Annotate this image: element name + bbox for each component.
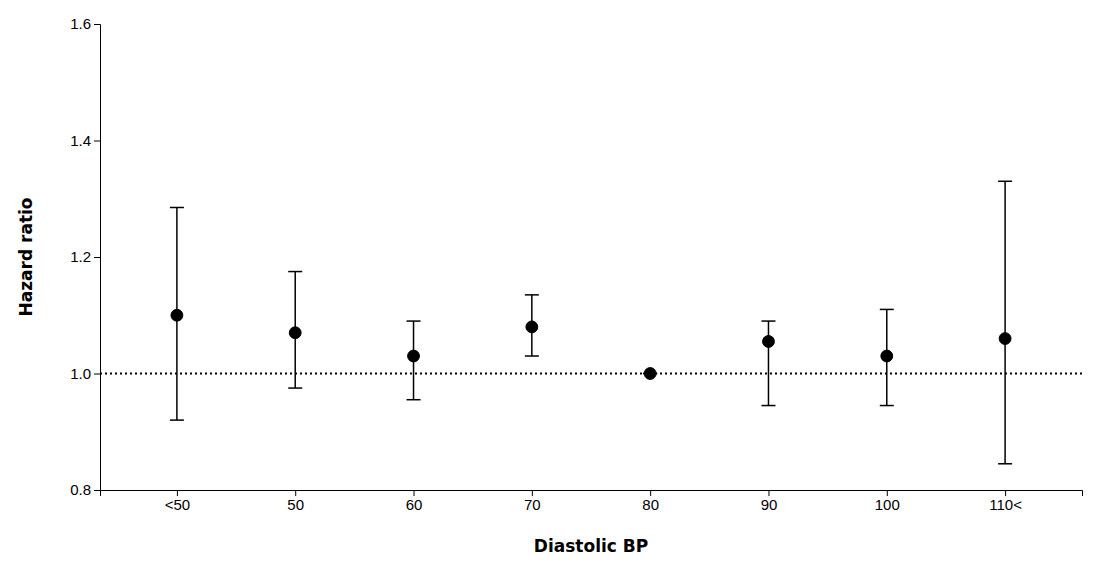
- error-point: [643, 368, 657, 380]
- y-axis: 0.8 1.0 1.2 1.4 1.6: [70, 15, 100, 498]
- tick-label: <50: [165, 496, 190, 513]
- tick-label: 0.8: [70, 481, 91, 498]
- tick-mark: [94, 141, 100, 142]
- tick-label: 60: [406, 496, 423, 513]
- error-cap-upper: [761, 320, 775, 322]
- point: [881, 350, 893, 362]
- error-cap-upper: [288, 271, 302, 273]
- tick-label: 1.0: [70, 365, 91, 382]
- tick-label: 100: [875, 496, 900, 513]
- y-tick: 1.0: [70, 365, 100, 382]
- error-point: [525, 295, 539, 356]
- point: [644, 368, 656, 380]
- x-tick: 50: [287, 490, 304, 513]
- error-point: [170, 207, 184, 420]
- tick-mark: [94, 257, 100, 258]
- tick-label: 110<: [989, 496, 1022, 513]
- x-tick: 60: [406, 490, 423, 513]
- error-point: [288, 272, 302, 389]
- error-cap-lower: [170, 419, 184, 421]
- tick-label: 1.2: [70, 248, 91, 265]
- error-cap-lower: [880, 405, 894, 407]
- tick-label: 70: [524, 496, 541, 513]
- tick-label: 1.4: [70, 132, 91, 149]
- point: [171, 309, 183, 321]
- y-tick: 1.4: [70, 132, 100, 149]
- x-axis: <50 50 60 70 80 90 100 110<: [101, 490, 1083, 513]
- error-cap-lower: [288, 387, 302, 389]
- error-cap-lower: [525, 355, 539, 357]
- y-tick: 0.8: [70, 481, 100, 498]
- point: [999, 333, 1011, 345]
- tick-mark: [94, 24, 100, 25]
- error-cap-upper: [525, 294, 539, 296]
- x-tick: 70: [524, 490, 541, 513]
- x-tick: 90: [761, 490, 778, 513]
- marks: [100, 181, 1082, 464]
- tick-label: 50: [287, 496, 304, 513]
- error-bar: [1004, 181, 1006, 464]
- x-axis-title: Diastolic BP: [534, 536, 648, 556]
- tick-label: 90: [761, 496, 778, 513]
- y-axis-title: Hazard ratio: [16, 197, 36, 316]
- tick-mark: [94, 490, 100, 491]
- point: [526, 321, 538, 333]
- error-cap-upper: [998, 181, 1012, 183]
- axis-line: [94, 25, 101, 491]
- error-cap-upper: [170, 207, 184, 209]
- x-tick: 100: [875, 490, 900, 513]
- tick-label: 80: [642, 496, 659, 513]
- x-tick: 80: [642, 490, 659, 513]
- x-tick: 110<: [989, 490, 1022, 513]
- error-cap-upper: [880, 309, 894, 311]
- error-cap-lower: [407, 399, 421, 401]
- error-point: [998, 181, 1012, 464]
- point: [289, 327, 301, 339]
- error-point: [761, 321, 775, 405]
- tick-label: 1.6: [70, 15, 91, 32]
- axis-line: [101, 491, 1083, 497]
- y-tick: 1.6: [70, 15, 100, 32]
- error-cap-upper: [407, 320, 421, 322]
- error-cap-lower: [761, 405, 775, 407]
- chart: 0.8 1.0 1.2 1.4 1.6 <50 50 60 70 80 90 100 110< Diast…: [0, 0, 1116, 570]
- reference-line: [100, 373, 1082, 375]
- point: [763, 336, 775, 348]
- point: [408, 350, 420, 362]
- error-bar: [768, 321, 770, 405]
- tick-mark: [94, 374, 100, 375]
- x-tick: <50: [165, 490, 190, 513]
- error-cap-lower: [998, 463, 1012, 465]
- error-point: [880, 309, 894, 405]
- y-tick: 1.2: [70, 248, 100, 265]
- plot: 0.8 1.0 1.2 1.4 1.6 <50 50 60 70 80 90 100 110< Diast…: [16, 15, 1083, 556]
- error-point: [407, 321, 421, 400]
